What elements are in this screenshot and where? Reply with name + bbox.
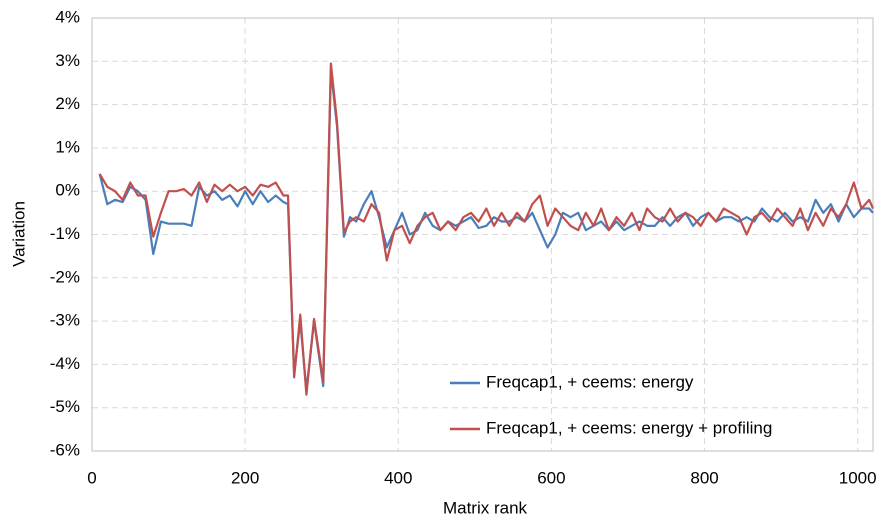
y-tick-label: -6% [50, 440, 80, 459]
y-tick-label: -3% [50, 311, 80, 330]
plot-border [91, 17, 874, 452]
legend-label: Freqcap1, + ceems: energy + profiling [486, 418, 772, 437]
legend-label: Freqcap1, + ceems: energy [486, 372, 694, 391]
x-axis-label: Matrix rank [443, 498, 528, 517]
y-tick-label: -5% [50, 397, 80, 416]
y-tick-label: -1% [50, 224, 80, 243]
y-tick-label: 2% [55, 94, 80, 113]
x-tick-label: 0 [87, 468, 96, 487]
y-tick-label: 4% [55, 7, 80, 26]
y-tick-label: -4% [50, 354, 80, 373]
series-line [98, 62, 875, 396]
x-tick-label: 400 [384, 468, 412, 487]
x-tick-label: 600 [537, 468, 565, 487]
x-tick-label: 1000 [839, 468, 877, 487]
series-line [98, 68, 874, 392]
y-axis-label: Variation [9, 201, 28, 267]
y-tick-label: -2% [50, 267, 80, 286]
y-tick-label: 3% [55, 51, 80, 70]
y-tick-label: 0% [55, 181, 80, 200]
y-tick-label: 1% [55, 137, 80, 156]
x-tick-label: 200 [231, 468, 259, 487]
x-tick-label: 800 [690, 468, 718, 487]
